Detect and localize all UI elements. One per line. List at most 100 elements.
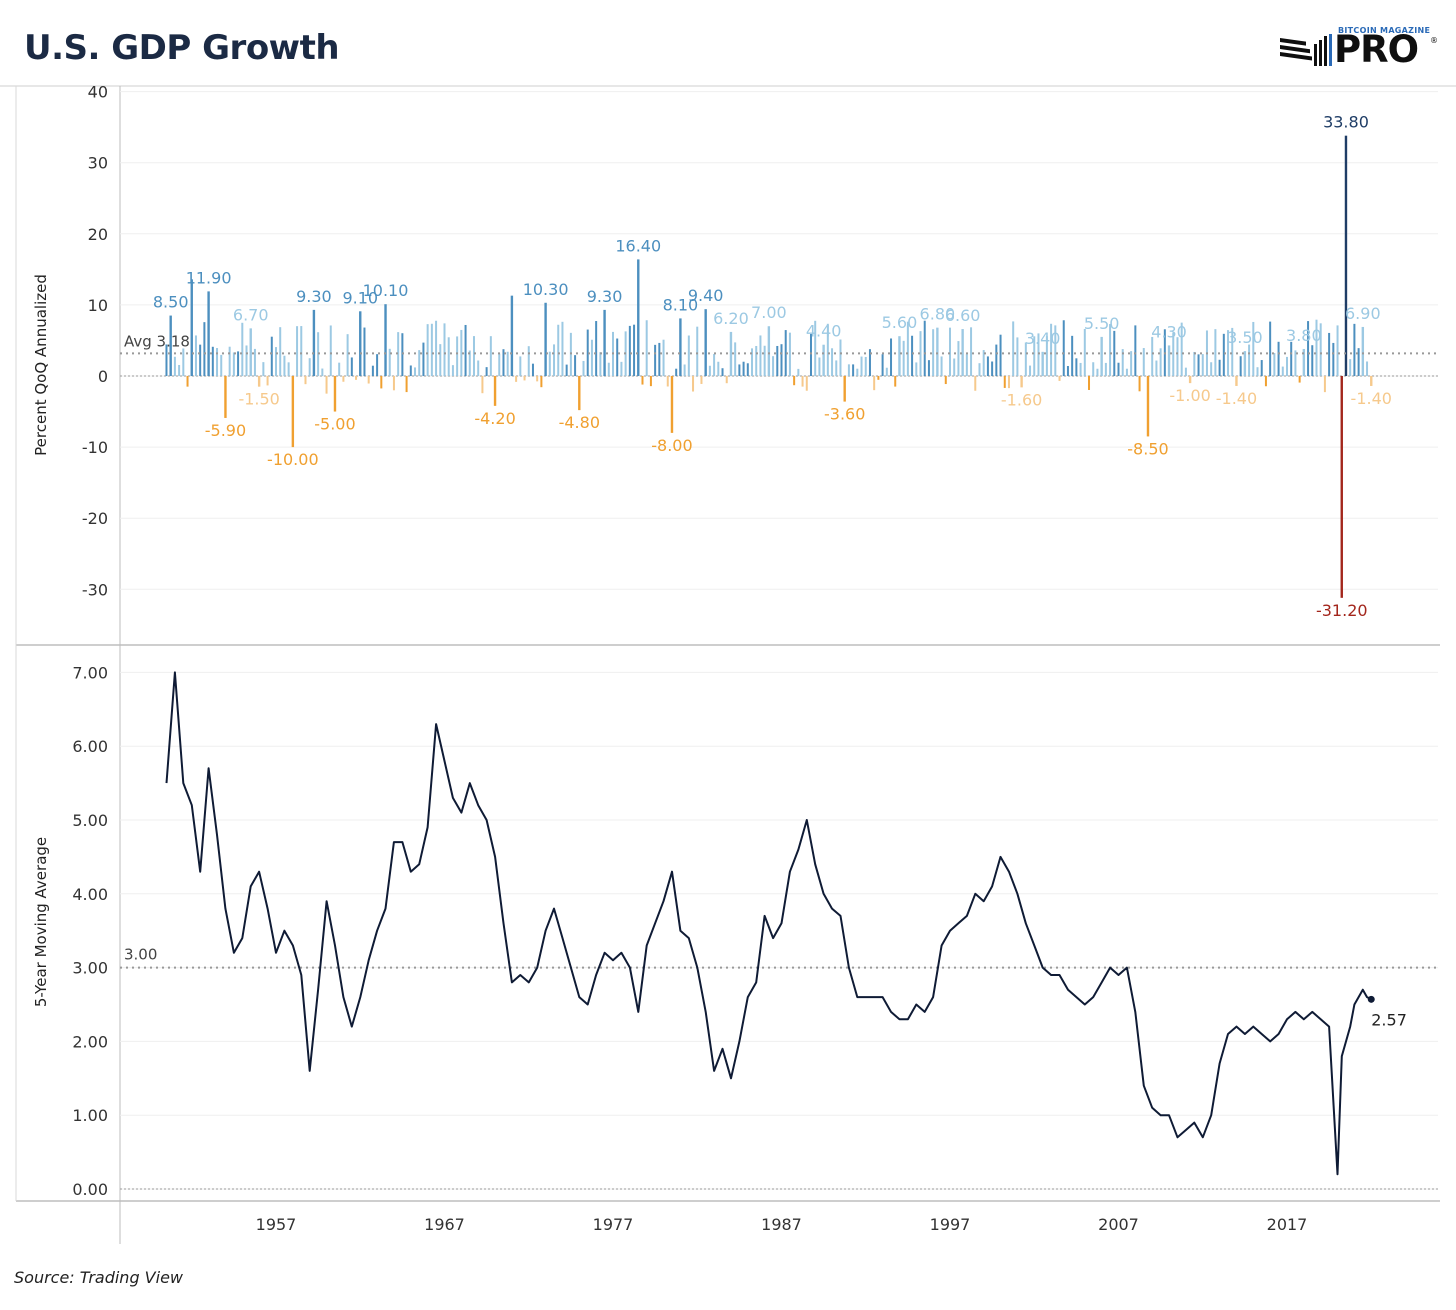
bar [1336,325,1339,376]
top-y-tick-label: -20 [82,509,108,528]
bar [565,364,568,376]
bar [397,332,400,376]
bar [1024,342,1027,376]
bar-data-label: 33.80 [1323,113,1369,132]
bar [536,376,539,382]
bar [283,355,286,376]
bar [654,344,657,376]
bar [949,327,951,376]
bar [371,365,374,376]
bottom-y-tick-label: 7.00 [72,663,108,682]
bar [835,360,838,376]
bar [1130,351,1133,376]
bar [742,361,745,376]
bar [1210,362,1213,376]
top-y-tick-label: 40 [88,83,108,102]
bar [965,354,968,376]
bar [447,337,450,376]
bar [392,376,395,391]
bar [190,279,193,376]
bar [620,361,623,376]
bar [464,324,467,376]
bar [1151,336,1154,376]
bar [944,376,947,385]
bar-data-label: -4.20 [474,409,515,428]
bar [1201,354,1204,376]
bar [1050,323,1053,376]
bar-data-label: 3.80 [1286,326,1322,345]
bar [451,365,454,376]
bar [915,362,918,376]
bar [1007,376,1010,389]
bar [831,348,834,376]
bar [1239,356,1242,376]
x-tick-label: 1967 [424,1215,465,1234]
bar [708,365,711,376]
bar [814,320,817,376]
bar [384,304,387,376]
bar [696,326,699,376]
bar [472,336,475,376]
bar [767,326,771,376]
bar [506,351,509,376]
bar-data-label: 5.50 [1084,314,1120,333]
bar [405,376,408,393]
bar [304,376,307,385]
three-percent-reference-label: 3.00 [124,946,157,964]
bar-data-label: 8.10 [663,295,699,314]
bar [751,348,754,376]
bottom-panel-moving-average: 7.00 6.00 5.00 4.00 3.00 2.00 1.00 0.00 3.00 2.57… [32,663,1438,1199]
chart-title: U.S. GDP Growth [24,28,340,68]
bar [721,368,724,376]
bar [978,363,981,376]
bar [666,376,669,387]
bar [923,320,926,376]
bottom-y-tick-label: 1.00 [72,1106,108,1125]
bar-data-label: 3.40 [1025,329,1061,348]
bar [1041,351,1044,376]
bar [856,368,859,376]
bar [1125,368,1128,376]
bar [590,339,593,376]
bar [485,367,488,376]
bar [346,334,349,376]
bar [287,362,290,376]
bar [1146,376,1150,437]
bar [1281,366,1284,376]
bar [1307,321,1310,376]
bar [422,342,425,376]
bar [670,376,674,433]
logo-small-text: BITCOIN MAGAZINE [1338,26,1431,35]
end-point-marker [1367,995,1375,1003]
bar [902,340,905,376]
bar [864,356,867,376]
bar [1180,322,1183,376]
bar [1353,323,1356,376]
bar [675,368,678,376]
bar [165,344,168,376]
bar-data-label: -1.40 [1216,389,1257,408]
bar [1029,365,1032,376]
bar [380,376,383,389]
bar [493,376,497,406]
bar [498,353,501,376]
bar [809,334,812,376]
bar [279,327,282,376]
bottom-y-tick-label: 2.00 [72,1032,108,1051]
bar [296,326,299,376]
bar [308,358,311,376]
bar [1071,335,1074,376]
x-tick-label: 1997 [930,1215,971,1234]
bar [1256,367,1259,376]
bar [1344,135,1348,376]
bar [1134,325,1137,376]
bar [477,360,480,376]
bar-data-label: 6.60 [945,306,981,325]
bar [1277,341,1280,376]
bar [430,323,433,376]
bar [868,349,871,376]
bar [1037,333,1040,376]
bar [1033,336,1036,376]
bar [999,334,1002,376]
bar [1159,348,1162,376]
